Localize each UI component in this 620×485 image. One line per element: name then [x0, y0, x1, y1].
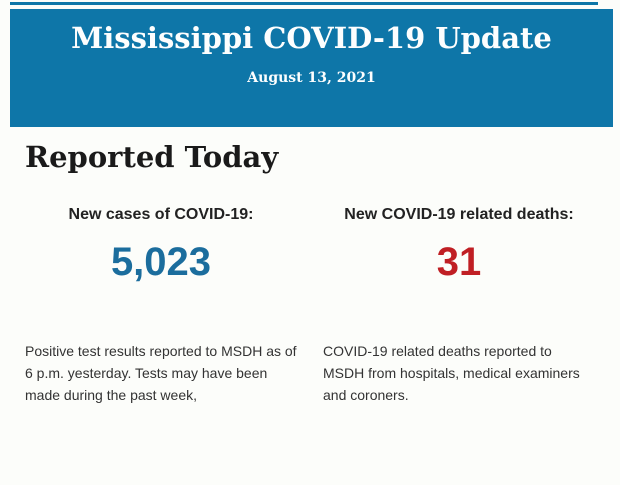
main-content: Reported Today New cases of COVID-19: 5,… [0, 140, 620, 406]
new-cases-value: 5,023 [110, 240, 212, 285]
top-border-line [10, 2, 598, 5]
section-heading: Reported Today [25, 140, 279, 174]
header-banner: Mississippi COVID-19 Update August 13, 2… [10, 9, 613, 127]
new-deaths-value: 31 [436, 240, 482, 285]
stat-card-new-deaths: New COVID-19 related deaths: 31 COVID-19… [323, 206, 595, 406]
newsletter-page: Mississippi COVID-19 Update August 13, 2… [0, 2, 620, 406]
stats-row: New cases of COVID-19: 5,023 Positive te… [25, 206, 595, 406]
new-deaths-description: COVID-19 related deaths reported to MSDH… [323, 343, 580, 404]
page-title: Mississippi COVID-19 Update [71, 21, 552, 55]
new-cases-label: New cases of COVID-19: [68, 206, 254, 224]
new-cases-description: Positive test results reported to MSDH a… [25, 343, 297, 404]
header-date: August 13, 2021 [247, 70, 376, 87]
new-deaths-label: New COVID-19 related deaths: [344, 206, 574, 224]
stat-card-new-cases: New cases of COVID-19: 5,023 Positive te… [25, 206, 297, 406]
